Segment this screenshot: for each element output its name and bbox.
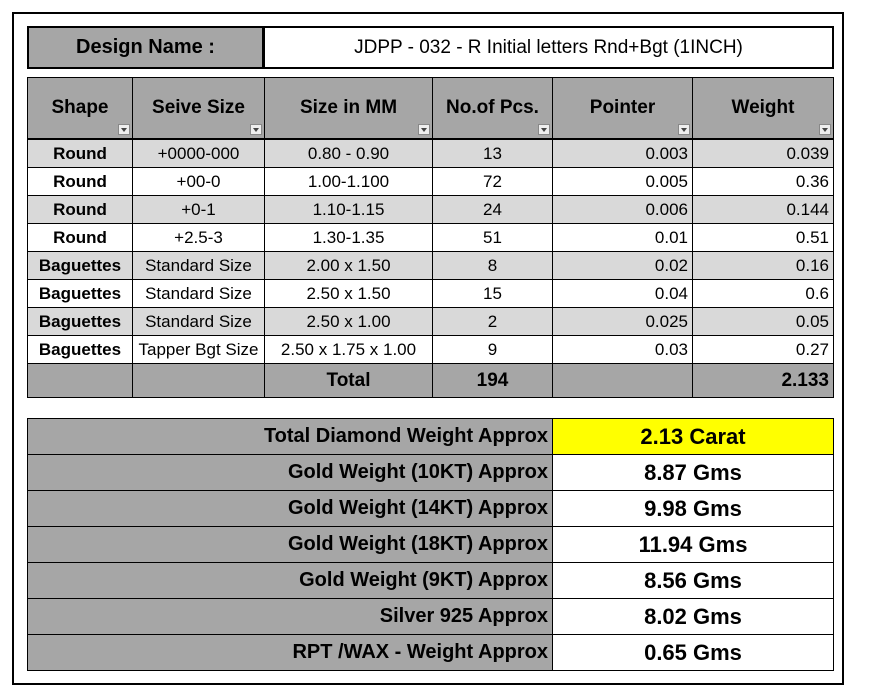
column-header: Size in MM bbox=[264, 77, 433, 139]
table-cell: Standard Size bbox=[132, 307, 265, 336]
table-cell: 0.51 bbox=[692, 223, 834, 252]
summary-value: 0.65 Gms bbox=[552, 634, 834, 671]
table-cell: 9 bbox=[432, 335, 553, 364]
table-cell: 2 bbox=[432, 307, 553, 336]
table-cell: 0.02 bbox=[552, 251, 693, 280]
summary-value: 9.98 Gms bbox=[552, 490, 834, 527]
filter-button[interactable] bbox=[678, 124, 690, 135]
table-cell: 15 bbox=[432, 279, 553, 308]
total-cell bbox=[552, 363, 693, 398]
table-cell: Round bbox=[27, 167, 133, 196]
table-cell: Tapper Bgt Size bbox=[132, 335, 265, 364]
column-header: Shape bbox=[27, 77, 133, 139]
table-cell: 2.50 x 1.75 x 1.00 bbox=[264, 335, 433, 364]
table-cell: 0.039 bbox=[692, 139, 834, 168]
table-cell: 0.16 bbox=[692, 251, 834, 280]
table-cell: 0.003 bbox=[552, 139, 693, 168]
design-label: Design Name : bbox=[27, 26, 264, 69]
total-weight: 2.133 bbox=[692, 363, 834, 398]
table-cell: 0.27 bbox=[692, 335, 834, 364]
total-cell bbox=[27, 363, 133, 398]
table-cell: Round bbox=[27, 195, 133, 224]
summary-label: Total Diamond Weight Approx bbox=[27, 418, 553, 455]
table-cell: 0.36 bbox=[692, 167, 834, 196]
table-cell: +0-1 bbox=[132, 195, 265, 224]
table-cell: +00-0 bbox=[132, 167, 265, 196]
table-cell: 13 bbox=[432, 139, 553, 168]
table-cell: 0.04 bbox=[552, 279, 693, 308]
table-cell: 0.01 bbox=[552, 223, 693, 252]
summary-value: 8.02 Gms bbox=[552, 598, 834, 635]
column-header: No.of Pcs. bbox=[432, 77, 553, 139]
table-cell: Round bbox=[27, 139, 133, 168]
table-cell: 0.03 bbox=[552, 335, 693, 364]
table-cell: 8 bbox=[432, 251, 553, 280]
column-header: Weight bbox=[692, 77, 834, 139]
column-header: Pointer bbox=[552, 77, 693, 139]
summary-label: Gold Weight (14KT) Approx bbox=[27, 490, 553, 527]
table-cell: 1.30-1.35 bbox=[264, 223, 433, 252]
table-cell: Baguettes bbox=[27, 279, 133, 308]
table-cell: 0.025 bbox=[552, 307, 693, 336]
summary-value: 8.87 Gms bbox=[552, 454, 834, 491]
table-cell: +0000-000 bbox=[132, 139, 265, 168]
table-cell: Round bbox=[27, 223, 133, 252]
filter-button[interactable] bbox=[418, 124, 430, 135]
summary-label: Gold Weight (18KT) Approx bbox=[27, 526, 553, 563]
filter-button[interactable] bbox=[118, 124, 130, 135]
table-cell: 72 bbox=[432, 167, 553, 196]
filter-button[interactable] bbox=[538, 124, 550, 135]
summary-label: Gold Weight (10KT) Approx bbox=[27, 454, 553, 491]
table-cell: 0.80 - 0.90 bbox=[264, 139, 433, 168]
table-cell: Baguettes bbox=[27, 307, 133, 336]
table-cell: 2.00 x 1.50 bbox=[264, 251, 433, 280]
table-cell: 1.10-1.15 bbox=[264, 195, 433, 224]
summary-label: RPT /WAX - Weight Approx bbox=[27, 634, 553, 671]
table-cell: Baguettes bbox=[27, 335, 133, 364]
summary-value: 11.94 Gms bbox=[552, 526, 834, 563]
table-cell: 2.50 x 1.50 bbox=[264, 279, 433, 308]
table-cell: +2.5-3 bbox=[132, 223, 265, 252]
table-cell: 0.05 bbox=[692, 307, 834, 336]
frame bbox=[12, 12, 844, 685]
table-cell: 1.00-1.100 bbox=[264, 167, 433, 196]
table-cell: 0.144 bbox=[692, 195, 834, 224]
table-cell: 0.006 bbox=[552, 195, 693, 224]
table-cell: 0.6 bbox=[692, 279, 834, 308]
summary-label: Gold Weight (9KT) Approx bbox=[27, 562, 553, 599]
total-cell bbox=[132, 363, 265, 398]
table-cell: 0.005 bbox=[552, 167, 693, 196]
total-label: Total bbox=[264, 363, 433, 398]
table-cell: Standard Size bbox=[132, 279, 265, 308]
summary-value: 2.13 Carat bbox=[552, 418, 834, 455]
table-cell: 24 bbox=[432, 195, 553, 224]
table-cell: Standard Size bbox=[132, 251, 265, 280]
filter-button[interactable] bbox=[250, 124, 262, 135]
design-value: JDPP - 032 - R Initial letters Rnd+Bgt (… bbox=[263, 26, 834, 69]
table-cell: 51 bbox=[432, 223, 553, 252]
summary-label: Silver 925 Approx bbox=[27, 598, 553, 635]
total-pcs: 194 bbox=[432, 363, 553, 398]
column-header: Seive Size bbox=[132, 77, 265, 139]
table-cell: 2.50 x 1.00 bbox=[264, 307, 433, 336]
table-cell: Baguettes bbox=[27, 251, 133, 280]
summary-value: 8.56 Gms bbox=[552, 562, 834, 599]
filter-button[interactable] bbox=[819, 124, 831, 135]
